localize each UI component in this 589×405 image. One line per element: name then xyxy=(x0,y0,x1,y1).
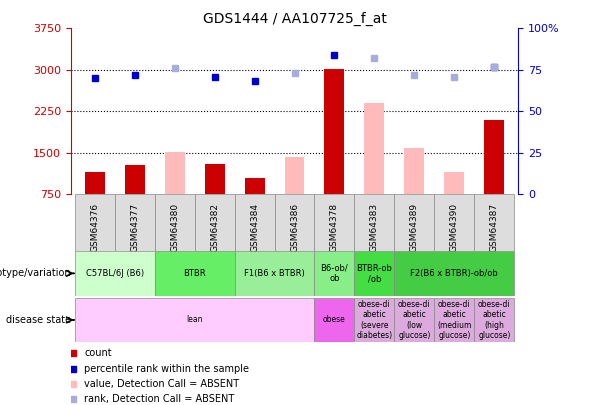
Bar xyxy=(395,298,435,342)
Bar xyxy=(315,298,355,342)
Text: obese-di
abetic
(low
glucose): obese-di abetic (low glucose) xyxy=(398,300,431,340)
Bar xyxy=(405,149,425,194)
Text: disease state: disease state xyxy=(6,315,71,325)
Text: GSM64384: GSM64384 xyxy=(250,203,259,252)
Text: obese-di
abetic
(medium
glucose): obese-di abetic (medium glucose) xyxy=(437,300,472,340)
Text: GSM64382: GSM64382 xyxy=(210,203,219,252)
Bar xyxy=(474,298,514,342)
Bar xyxy=(474,194,514,251)
Bar xyxy=(355,298,395,342)
Bar xyxy=(355,194,395,251)
Bar xyxy=(435,298,474,342)
Text: lean: lean xyxy=(186,315,203,324)
Bar xyxy=(274,194,315,251)
Text: obese-di
abetic
(high
glucose): obese-di abetic (high glucose) xyxy=(478,300,511,340)
Bar xyxy=(154,251,234,296)
Title: GDS1444 / AA107725_f_at: GDS1444 / AA107725_f_at xyxy=(203,12,386,26)
Bar xyxy=(115,194,154,251)
Text: GSM64390: GSM64390 xyxy=(450,203,459,252)
Bar xyxy=(315,194,355,251)
Bar xyxy=(154,194,194,251)
Bar xyxy=(194,194,234,251)
Bar xyxy=(75,298,315,342)
Text: obese: obese xyxy=(323,315,346,324)
Text: GSM64383: GSM64383 xyxy=(370,203,379,252)
Text: GSM64377: GSM64377 xyxy=(130,203,139,252)
Bar xyxy=(444,172,464,194)
Text: percentile rank within the sample: percentile rank within the sample xyxy=(84,364,249,373)
Bar xyxy=(315,251,355,296)
Bar xyxy=(75,251,154,296)
Text: F1(B6 x BTBR): F1(B6 x BTBR) xyxy=(244,269,305,278)
Text: genotype/variation: genotype/variation xyxy=(0,269,71,278)
Text: rank, Detection Call = ABSENT: rank, Detection Call = ABSENT xyxy=(84,394,234,404)
Bar xyxy=(85,172,105,194)
Text: GSM64386: GSM64386 xyxy=(290,203,299,252)
Text: C57BL/6J (B6): C57BL/6J (B6) xyxy=(85,269,144,278)
Bar xyxy=(164,152,184,194)
Bar xyxy=(395,194,435,251)
Bar xyxy=(325,69,345,194)
Bar xyxy=(75,194,115,251)
Text: GSM64389: GSM64389 xyxy=(410,203,419,252)
Text: GSM64380: GSM64380 xyxy=(170,203,179,252)
Text: B6-ob/
ob: B6-ob/ ob xyxy=(320,264,348,283)
Bar xyxy=(284,157,305,194)
Bar xyxy=(204,164,224,194)
Bar xyxy=(365,103,385,194)
Text: BTBR: BTBR xyxy=(183,269,206,278)
Bar xyxy=(234,251,315,296)
Text: GSM64376: GSM64376 xyxy=(90,203,99,252)
Text: F2(B6 x BTBR)-ob/ob: F2(B6 x BTBR)-ob/ob xyxy=(411,269,498,278)
Text: value, Detection Call = ABSENT: value, Detection Call = ABSENT xyxy=(84,379,239,389)
Bar xyxy=(435,194,474,251)
Text: GSM64387: GSM64387 xyxy=(490,203,499,252)
Bar xyxy=(234,194,274,251)
Text: GSM64378: GSM64378 xyxy=(330,203,339,252)
Text: BTBR-ob
/ob: BTBR-ob /ob xyxy=(356,264,392,283)
Bar xyxy=(125,165,145,194)
Text: obese-di
abetic
(severe
diabetes): obese-di abetic (severe diabetes) xyxy=(356,300,392,340)
Bar xyxy=(244,178,264,194)
Bar xyxy=(484,119,504,194)
Bar xyxy=(395,251,514,296)
Text: count: count xyxy=(84,348,112,358)
Bar xyxy=(355,251,395,296)
